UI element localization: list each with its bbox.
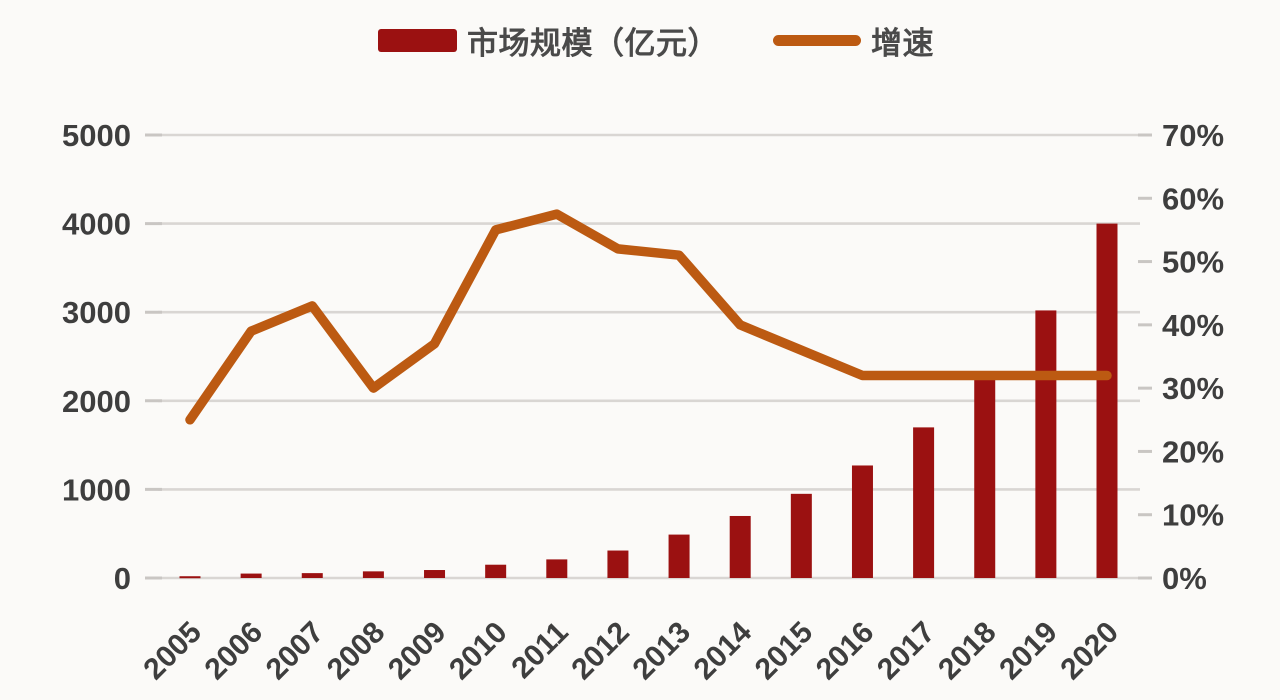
bar-2007 (301, 573, 323, 578)
bar-2011 (546, 559, 568, 578)
x-axis-tick-label: 2007 (260, 616, 331, 687)
bar-2009 (424, 570, 446, 578)
right-axis-tick-label: 60% (1162, 181, 1224, 216)
x-axis-tick-label: 2005 (137, 616, 208, 687)
x-axis-tick-label: 2010 (443, 616, 514, 687)
left-axis-tick-label: 3000 (62, 295, 131, 330)
right-axis-tick-label: 70% (1162, 118, 1224, 153)
left-axis-tick-label: 1000 (62, 472, 131, 507)
left-axis-tick-label: 2000 (62, 384, 131, 419)
x-axis-tick-label: 2019 (993, 616, 1064, 687)
x-axis-tick-label: 2018 (932, 616, 1003, 687)
bar-2012 (607, 550, 629, 578)
bar-2016 (851, 465, 873, 578)
bar-2019 (1035, 310, 1057, 578)
right-axis-tick-label: 40% (1162, 308, 1224, 343)
market-size-legend-swatch (378, 28, 457, 52)
x-axis-tick-label: 2008 (321, 616, 392, 687)
bar-2013 (668, 534, 690, 578)
x-axis-tick-label: 2017 (871, 616, 942, 687)
x-axis-tick-label: 2006 (199, 616, 270, 687)
bar-2014 (729, 515, 751, 578)
x-axis-tick-label: 2013 (626, 616, 697, 687)
x-axis-tick-label: 2014 (688, 615, 759, 686)
right-axis-tick-label: 10% (1162, 498, 1224, 533)
x-axis-tick-label: 2015 (749, 616, 820, 687)
right-axis-tick-label: 20% (1162, 434, 1224, 469)
growth-rate-line (185, 209, 1112, 425)
x-axis-tick-label: 2020 (1054, 616, 1125, 687)
x-axis-tick-label: 2009 (382, 616, 453, 687)
x-axis-tick-label: 2011 (505, 616, 574, 685)
bar-2010 (485, 564, 507, 578)
bar-2018 (974, 376, 996, 578)
chart-legend: 市场规模（亿元） 增速 (378, 24, 934, 61)
x-axis-tick-label: 2012 (565, 616, 636, 687)
left-axis-tick-label: 4000 (62, 207, 131, 242)
growth-rate-legend-label: 增速 (871, 25, 934, 61)
bar-2005 (179, 576, 201, 579)
growth-rate-legend-swatch (773, 34, 861, 46)
right-axis-tick-label: 0% (1162, 561, 1207, 596)
bar-2006 (240, 573, 262, 578)
left-axis-tick-label: 0 (114, 561, 131, 596)
right-axis-tick-label: 30% (1162, 371, 1224, 406)
x-axis-tick-label: 2016 (810, 616, 881, 687)
market-size-legend-label: 市场规模（亿元） (467, 25, 719, 61)
left-axis-tick-label: 5000 (62, 118, 131, 153)
bar-2008 (362, 571, 384, 578)
bar-2015 (790, 493, 812, 578)
right-axis-tick-label: 50% (1162, 245, 1224, 280)
bar-2017 (913, 427, 935, 578)
bar-2020 (1096, 223, 1118, 578)
